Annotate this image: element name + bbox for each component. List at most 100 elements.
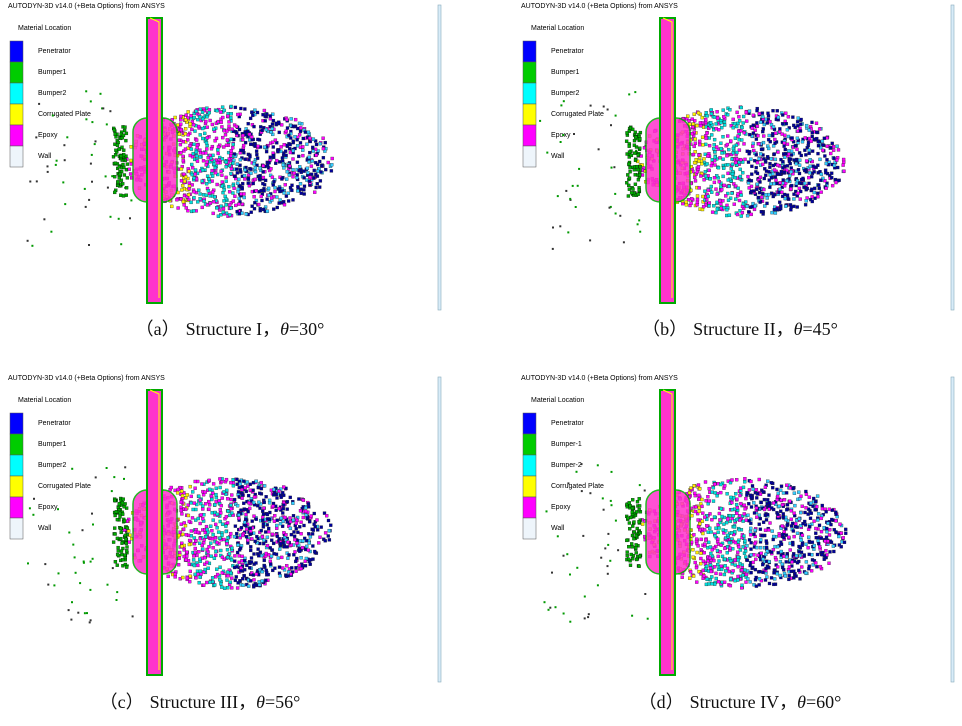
debris — [188, 170, 191, 173]
debris — [802, 522, 805, 525]
debris — [278, 190, 281, 193]
debris — [91, 154, 93, 156]
debris — [247, 510, 250, 513]
debris — [806, 187, 809, 190]
debris — [315, 143, 318, 146]
debris — [308, 180, 311, 183]
debris — [201, 137, 204, 140]
debris — [276, 535, 279, 538]
debris — [236, 163, 239, 166]
debris — [230, 207, 233, 210]
debris — [773, 577, 776, 580]
debris — [647, 618, 649, 620]
debris — [258, 580, 261, 583]
debris — [766, 550, 769, 553]
debris — [720, 565, 723, 568]
debris — [569, 621, 571, 623]
debris — [703, 178, 706, 181]
debris — [755, 488, 758, 491]
debris — [636, 168, 639, 171]
debris — [780, 550, 783, 553]
debris — [696, 203, 699, 206]
debris — [785, 122, 788, 125]
debris — [306, 167, 309, 170]
debris — [250, 111, 253, 114]
debris — [218, 477, 221, 480]
debris — [262, 539, 265, 542]
debris — [714, 164, 717, 167]
debris — [279, 542, 282, 545]
debris — [328, 538, 331, 541]
debris — [784, 112, 787, 115]
debris — [274, 190, 277, 193]
debris — [29, 181, 31, 183]
debris — [204, 120, 207, 123]
debris — [272, 208, 275, 211]
debris — [250, 143, 253, 146]
debris — [763, 177, 766, 180]
debris — [638, 147, 641, 150]
debris — [222, 211, 225, 214]
debris — [278, 507, 281, 510]
debris — [199, 499, 202, 502]
debris — [820, 537, 823, 540]
debris — [837, 148, 840, 151]
debris — [831, 184, 834, 187]
debris — [247, 494, 250, 497]
panel: AUTODYN-3D v14.0 (+Beta Options) from AN… — [8, 3, 441, 310]
debris — [712, 204, 715, 207]
debris — [193, 177, 196, 180]
debris — [239, 168, 242, 171]
debris — [329, 524, 332, 527]
debris — [551, 572, 553, 574]
debris — [701, 208, 704, 211]
debris — [813, 544, 816, 547]
debris — [729, 140, 732, 143]
debris — [780, 485, 783, 488]
debris — [121, 182, 124, 185]
debris — [287, 541, 290, 544]
debris — [316, 170, 319, 173]
debris — [839, 523, 842, 526]
debris — [212, 200, 215, 203]
debris — [247, 501, 250, 504]
debris — [817, 152, 820, 155]
debris — [761, 192, 764, 195]
debris — [808, 137, 811, 140]
debris — [249, 549, 252, 552]
debris — [322, 137, 325, 140]
debris — [767, 115, 770, 118]
debris — [234, 579, 237, 582]
debris — [735, 125, 738, 128]
debris — [304, 131, 307, 134]
debris — [740, 569, 743, 572]
debris — [324, 531, 327, 534]
debris — [766, 122, 769, 125]
debris — [627, 558, 630, 561]
debris — [752, 488, 755, 491]
debris — [779, 204, 782, 207]
debris — [216, 148, 219, 151]
debris — [211, 492, 214, 495]
debris — [199, 133, 202, 136]
debris — [604, 547, 606, 549]
debris — [295, 176, 298, 179]
debris — [261, 536, 264, 539]
debris — [800, 178, 803, 181]
debris — [270, 167, 273, 170]
debris — [772, 583, 775, 586]
debris — [208, 479, 211, 482]
debris — [126, 520, 129, 523]
debris — [811, 200, 814, 203]
debris — [750, 190, 753, 193]
debris — [109, 110, 111, 112]
debris — [706, 132, 709, 135]
debris — [296, 185, 299, 188]
debris — [758, 577, 761, 580]
debris — [781, 160, 784, 163]
debris — [253, 207, 256, 210]
debris — [180, 523, 183, 526]
debris — [760, 552, 763, 555]
debris — [298, 169, 301, 172]
debris — [230, 512, 233, 515]
